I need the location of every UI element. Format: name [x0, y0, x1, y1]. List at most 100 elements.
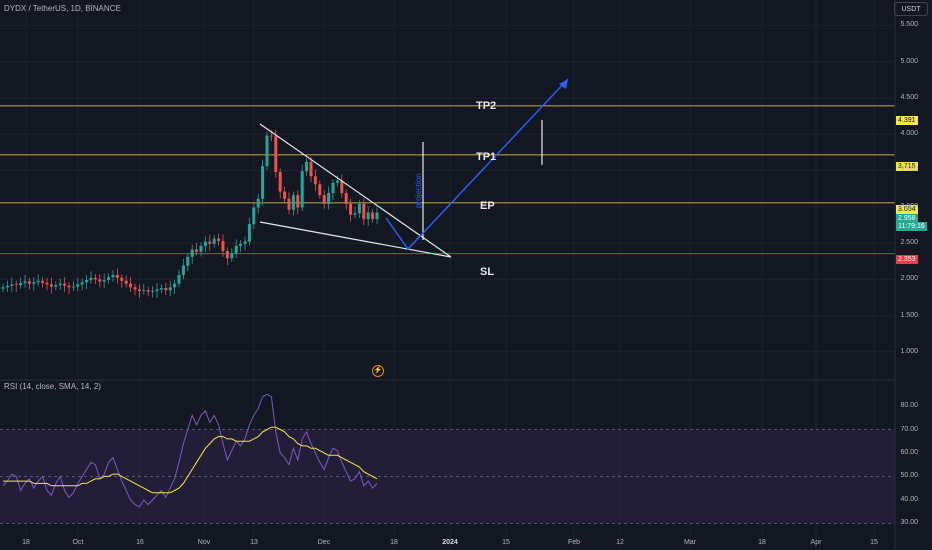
- candle-body: [340, 180, 344, 193]
- wedge-drawings: [259, 78, 569, 258]
- candle-body: [41, 280, 45, 283]
- candle-body: [353, 213, 357, 215]
- candle-body: [45, 282, 49, 285]
- price-tick-label: 3.000: [900, 202, 918, 210]
- symbol-title[interactable]: DYDX / TetherUS, 1D, BINANCE: [4, 4, 121, 13]
- time-tick-label: Dec: [317, 539, 331, 546]
- candle-body: [23, 281, 27, 283]
- ep-price-tag: 3.054: [896, 205, 918, 214]
- wedge-lower-line[interactable]: [259, 221, 452, 258]
- candle-body: [322, 195, 326, 204]
- candle-body: [36, 280, 40, 283]
- time-tick-label: Nov: [197, 539, 211, 546]
- candle-body: [349, 203, 353, 215]
- candle-body: [199, 245, 203, 252]
- candle-body: [63, 283, 67, 286]
- candle-body: [217, 238, 221, 241]
- candle-body: [85, 280, 89, 283]
- time-tick-label: Feb: [567, 539, 581, 546]
- candle-body: [335, 180, 339, 183]
- price-tick-label: 1.500: [900, 311, 918, 319]
- last-price-tag: 2.958: [896, 214, 918, 223]
- candle-body: [164, 288, 168, 291]
- price-tick-label: 2.000: [900, 275, 918, 283]
- candle-body: [115, 274, 119, 278]
- candle-body: [274, 136, 278, 172]
- rsi-tick-label: 80.00: [900, 402, 918, 410]
- rsi-tick-label: 40.00: [900, 495, 918, 503]
- candle-body: [247, 224, 251, 242]
- rsi-title[interactable]: RSI (14, close, SMA, 14, 2): [4, 382, 101, 391]
- candle-body: [155, 289, 159, 291]
- candle-body: [283, 191, 287, 199]
- forecast-arrow-head: [559, 79, 568, 89]
- candle-body: [256, 198, 260, 208]
- candle-body: [10, 284, 14, 286]
- candle-body: [173, 283, 177, 288]
- candle-body: [80, 282, 84, 285]
- candle-body: [203, 241, 207, 246]
- candle-body: [278, 171, 282, 192]
- candle-body: [14, 284, 18, 286]
- candle-body: [318, 184, 322, 196]
- time-tick-label: 15: [502, 539, 510, 546]
- projection-label: projection: [414, 173, 423, 208]
- rsi-lines: [2, 393, 378, 508]
- candle-body: [93, 277, 97, 280]
- price-tick-label: 5.500: [900, 21, 918, 29]
- candle-body: [371, 212, 375, 220]
- price-tick-label: 2.500: [900, 239, 918, 247]
- candle-body: [89, 277, 93, 281]
- candle-body: [344, 192, 348, 204]
- candle-body: [67, 285, 71, 288]
- rsi-guide-lines: [0, 429, 895, 524]
- candle-body: [234, 245, 238, 254]
- candle-body: [98, 279, 102, 282]
- candle-body: [5, 285, 9, 288]
- wedge-upper-line[interactable]: [259, 123, 452, 258]
- candle-body: [190, 249, 194, 257]
- time-tick-label: Oct: [72, 539, 84, 546]
- flash-icon[interactable]: ⚡: [372, 365, 384, 377]
- candle-body: [137, 289, 141, 291]
- candle-body: [195, 249, 199, 252]
- candle-body: [305, 161, 309, 172]
- candle-body: [225, 251, 229, 259]
- sl-label: SL: [480, 266, 495, 278]
- candle-body: [58, 283, 62, 286]
- candle-body: [19, 282, 23, 286]
- candle-body: [111, 274, 115, 278]
- tp1-price-tag: 3.715: [896, 162, 918, 171]
- time-tick-label: 13: [250, 539, 258, 546]
- time-tick-label: 18: [390, 539, 398, 546]
- candle-body: [357, 203, 361, 214]
- candle-body: [76, 284, 80, 287]
- time-tick-label: 2024: [442, 539, 458, 546]
- candle-body: [49, 284, 53, 287]
- candle-body: [287, 198, 291, 210]
- rsi-line: [2, 393, 378, 508]
- forecast-arrow-path[interactable]: [385, 78, 569, 251]
- candle-body: [243, 241, 247, 244]
- ep-label: EP: [480, 200, 495, 212]
- candle-body: [375, 212, 379, 220]
- candle-body: [159, 288, 163, 290]
- rsi-ma-line: [3, 426, 378, 494]
- candle-body: [221, 240, 225, 252]
- candle-body: [71, 286, 75, 288]
- candle-body: [32, 282, 36, 284]
- time-tick-label: 18: [758, 539, 766, 546]
- candle-body: [1, 287, 5, 289]
- candle-body: [313, 176, 317, 185]
- price-tick-label: 5.000: [900, 57, 918, 65]
- candle-body: [230, 253, 234, 259]
- currency-button[interactable]: USDT: [894, 2, 928, 16]
- candle-body: [309, 161, 313, 177]
- time-tick-label: 12: [616, 539, 624, 546]
- candle-body: [177, 274, 181, 284]
- candle-body: [133, 287, 137, 290]
- rsi-tick-label: 30.00: [900, 519, 918, 527]
- rsi-tick-label: 60.00: [900, 448, 918, 456]
- rsi-tick-label: 50.00: [900, 472, 918, 480]
